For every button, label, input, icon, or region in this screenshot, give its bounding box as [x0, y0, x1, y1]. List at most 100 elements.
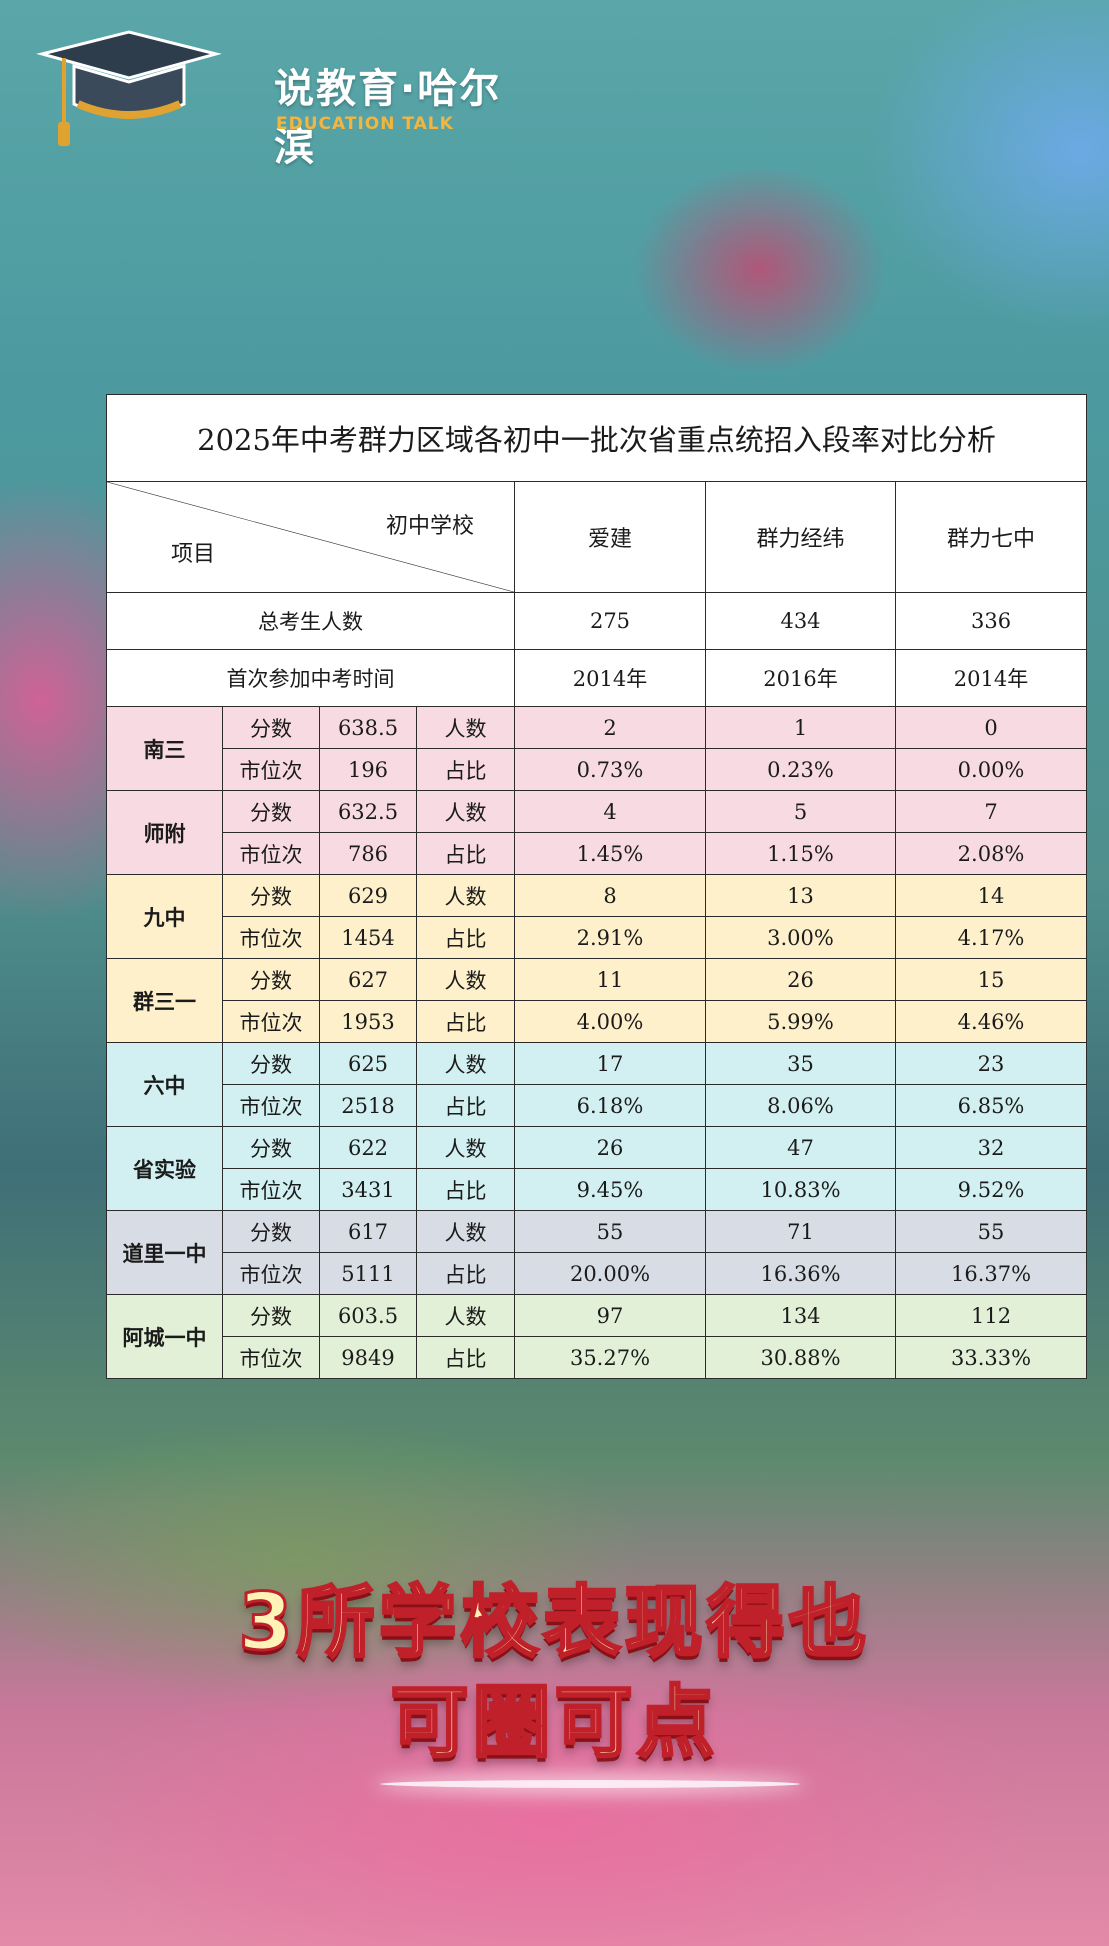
target-school-name: 师附 [106, 790, 223, 875]
count-value: 7 [894, 790, 1088, 833]
target-school-name: 道里一中 [106, 1210, 223, 1295]
count-value: 97 [514, 1294, 706, 1337]
score-value: 638.5 [319, 706, 417, 749]
ratio-value: 0.73% [514, 748, 706, 791]
corner-header: 初中学校 项目 [106, 481, 515, 593]
ratio-label: 占比 [416, 1252, 515, 1295]
table-row: 省实验 分数 622 人数 26 47 32 [106, 1126, 1088, 1211]
diagonal-divider [107, 482, 514, 592]
light-streak [380, 1780, 800, 1788]
score-value: 632.5 [319, 790, 417, 833]
count-value: 15 [894, 958, 1088, 1001]
admission-rate-table: 2025年中考群力区域各初中一批次省重点统招入段率对比分析 初中学校 项目 爱建… [105, 394, 1088, 1379]
table-row: 市位次 1953 占比 4.00% 5.99% 4.46% [107, 1000, 1088, 1043]
count-label: 人数 [416, 874, 515, 917]
ratio-value: 4.46% [894, 1000, 1088, 1043]
rank-label: 市位次 [222, 1000, 320, 1043]
brand-logo: 说教育·哈尔滨 EDUCATION TALK [34, 26, 514, 170]
total-value: 275 [514, 592, 706, 650]
target-school-name: 六中 [106, 1042, 223, 1127]
school-header: 群力经纬 [705, 481, 896, 593]
ratio-value: 6.85% [894, 1084, 1088, 1127]
score-value: 603.5 [319, 1294, 417, 1337]
school-header: 爱建 [514, 481, 706, 593]
first-year-value: 2016年 [705, 649, 896, 707]
count-value: 55 [894, 1210, 1088, 1253]
ratio-value: 2.91% [514, 916, 706, 959]
ratio-value: 1.15% [705, 832, 896, 875]
rank-value: 9849 [319, 1336, 417, 1379]
brand-name: 说教育·哈尔滨 [274, 66, 502, 170]
ratio-value: 5.99% [705, 1000, 896, 1043]
ratio-label: 占比 [416, 748, 515, 791]
count-value: 32 [894, 1126, 1088, 1169]
ratio-value: 1.45% [514, 832, 706, 875]
ratio-label: 占比 [416, 1084, 515, 1127]
ratio-value: 4.17% [894, 916, 1088, 959]
table-row: 南三 分数 638.5 人数 2 1 0 [106, 706, 1088, 791]
ratio-value: 33.33% [894, 1336, 1088, 1379]
target-school-name: 群三一 [106, 958, 223, 1043]
target-school-name: 九中 [106, 874, 223, 959]
rank-label: 市位次 [222, 916, 320, 959]
count-label: 人数 [416, 1042, 515, 1085]
ratio-label: 占比 [416, 1168, 515, 1211]
count-value: 71 [705, 1210, 896, 1253]
rank-label: 市位次 [222, 1336, 320, 1379]
brand-subtitle: EDUCATION TALK [276, 114, 454, 134]
count-label: 人数 [416, 1294, 515, 1337]
total-label: 总考生人数 [106, 592, 515, 650]
count-value: 23 [894, 1042, 1088, 1085]
rank-value: 1454 [319, 916, 417, 959]
ratio-value: 30.88% [705, 1336, 896, 1379]
count-value: 17 [514, 1042, 706, 1085]
table-row: 九中 分数 629 人数 8 13 14 [106, 874, 1088, 959]
rank-label: 市位次 [222, 1084, 320, 1127]
rank-value: 1953 [319, 1000, 417, 1043]
target-school-name: 阿城一中 [106, 1294, 223, 1379]
score-label: 分数 [222, 790, 320, 833]
count-label: 人数 [416, 1126, 515, 1169]
score-value: 625 [319, 1042, 417, 1085]
ratio-value: 4.00% [514, 1000, 706, 1043]
table-title: 2025年中考群力区域各初中一批次省重点统招入段率对比分析 [105, 394, 1088, 482]
count-value: 11 [514, 958, 706, 1001]
score-value: 627 [319, 958, 417, 1001]
ratio-value: 3.00% [705, 916, 896, 959]
count-value: 26 [705, 958, 896, 1001]
first-year-value: 2014年 [514, 649, 706, 707]
score-value: 622 [319, 1126, 417, 1169]
rank-value: 786 [319, 832, 417, 875]
count-value: 55 [514, 1210, 706, 1253]
score-label: 分数 [222, 1294, 320, 1337]
ratio-value: 9.52% [894, 1168, 1088, 1211]
score-value: 617 [319, 1210, 417, 1253]
count-value: 134 [705, 1294, 896, 1337]
ratio-value: 2.08% [894, 832, 1088, 875]
table-row: 六中 分数 625 人数 17 35 23 [106, 1042, 1088, 1127]
count-value: 35 [705, 1042, 896, 1085]
count-value: 8 [514, 874, 706, 917]
corner-school-label: 初中学校 [385, 514, 474, 539]
ratio-value: 20.00% [514, 1252, 706, 1295]
ratio-label: 占比 [416, 916, 515, 959]
table-row: 阿城一中 分数 603.5 人数 97 134 112 [106, 1294, 1088, 1379]
school-header: 群力七中 [894, 481, 1088, 593]
ratio-value: 16.37% [894, 1252, 1088, 1295]
count-value: 112 [894, 1294, 1088, 1337]
ratio-value: 9.45% [514, 1168, 706, 1211]
table-row: 师附 分数 632.5 人数 4 5 7 [106, 790, 1088, 875]
ratio-value: 10.83% [705, 1168, 896, 1211]
count-value: 0 [894, 706, 1088, 749]
caption-line-1: 3所学校表现得也 [237, 1577, 871, 1670]
table-row: 市位次 196 占比 0.73% 0.23% 0.00% [107, 748, 1088, 791]
count-value: 14 [894, 874, 1088, 917]
count-label: 人数 [416, 706, 515, 749]
count-value: 2 [514, 706, 706, 749]
score-label: 分数 [222, 1210, 320, 1253]
count-value: 1 [705, 706, 896, 749]
target-school-name: 省实验 [106, 1126, 223, 1211]
rank-value: 5111 [319, 1252, 417, 1295]
total-value: 336 [894, 592, 1088, 650]
caption-line-2: 可圈可点 [389, 1677, 719, 1770]
